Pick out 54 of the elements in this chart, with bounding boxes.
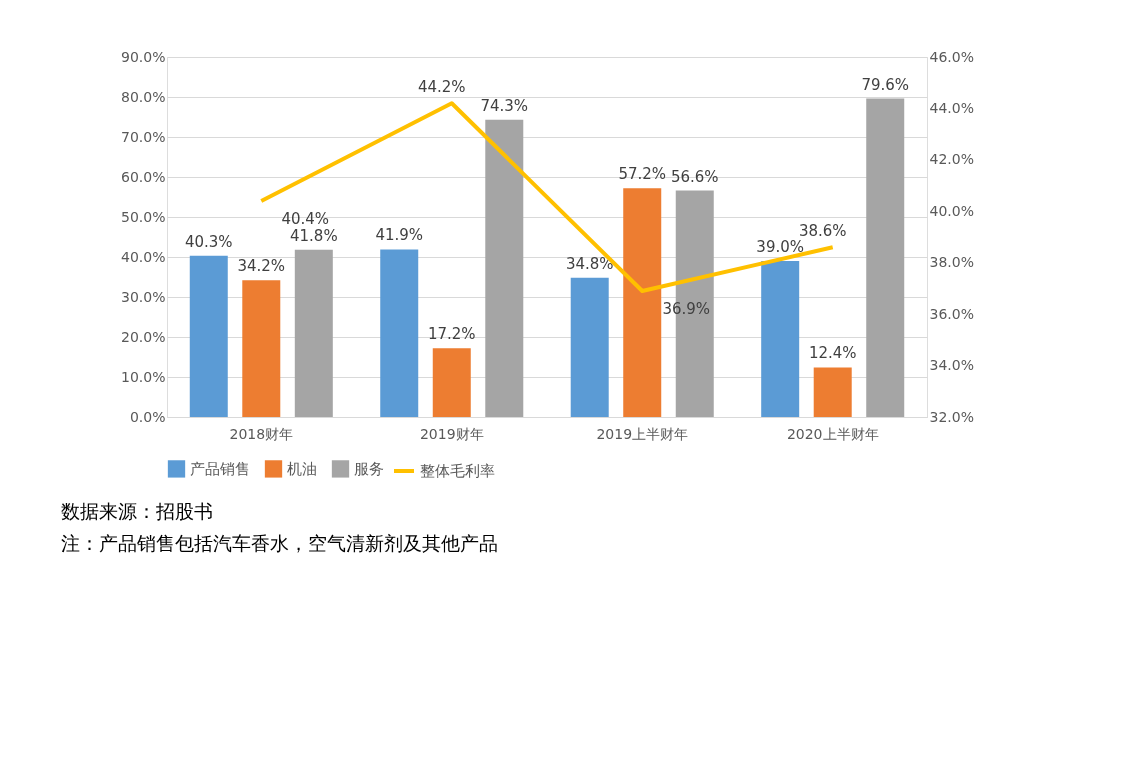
data-label: 34.2%	[237, 257, 286, 276]
y2-tick-label: 40.0%	[929, 202, 974, 219]
bar	[761, 261, 800, 417]
data-label: 41.8%	[289, 226, 338, 245]
y2-tick-label: 44.0%	[929, 99, 974, 116]
data-label: 38.6%	[798, 222, 847, 241]
y-tick-label: 70.0%	[121, 128, 166, 145]
data-label: 44.2%	[417, 78, 466, 97]
y-tick-label: 60.0%	[121, 168, 166, 185]
bar	[623, 188, 662, 417]
data-label: 79.6%	[861, 75, 910, 94]
y-tick-label: 30.0%	[121, 288, 166, 305]
y2-tick-label: 46.0%	[929, 48, 974, 65]
data-label: 41.9%	[375, 226, 424, 245]
bar	[189, 255, 228, 417]
data-label: 39.0%	[756, 238, 805, 256]
y2-tick-label: 42.0%	[929, 151, 974, 168]
data-label: 17.2%	[427, 325, 476, 344]
y-tick-label: 80.0%	[121, 88, 166, 105]
bar	[432, 348, 471, 417]
y-tick-label: 50.0%	[121, 208, 166, 225]
data-label: 12.4%	[808, 344, 857, 363]
y-tick-label: 0.0%	[129, 408, 166, 425]
x-tick-label: 2019财年	[419, 425, 484, 442]
legend-label: 产品销售	[190, 459, 250, 478]
data-label: 74.3%	[480, 96, 529, 115]
bar	[866, 98, 905, 417]
bar	[380, 249, 419, 417]
y2-tick-label: 38.0%	[929, 254, 974, 271]
bar	[294, 249, 333, 417]
bar	[485, 119, 524, 417]
y2-tick-label: 32.0%	[929, 408, 974, 425]
y-tick-label: 20.0%	[121, 328, 166, 345]
data-label: 34.8%	[565, 254, 614, 273]
y2-tick-label: 36.0%	[929, 305, 974, 322]
legend-label: 机油	[287, 459, 317, 478]
bar	[570, 277, 609, 417]
bar	[242, 280, 281, 417]
legend-label: 服务	[354, 459, 384, 478]
y-tick-label: 10.0%	[121, 368, 166, 385]
x-tick-label: 2018财年	[229, 425, 294, 442]
source-note: 数据来源：招股书	[60, 500, 213, 522]
text: 注：产品销售包括汽车香水，空气清新剂及其他产品	[60, 532, 498, 554]
x-tick-label: 2020上半财年	[786, 425, 879, 442]
bar	[813, 367, 852, 417]
y-tick-label: 90.0%	[121, 48, 166, 65]
data-label: 56.6%	[670, 167, 719, 186]
legend-label: 整体毛利率	[420, 462, 495, 480]
y2-tick-label: 34.0%	[929, 357, 974, 374]
data-label: 40.3%	[184, 232, 233, 251]
data-label: 40.4%	[281, 210, 330, 228]
y-tick-label: 40.0%	[121, 248, 166, 265]
x-tick-label: 2019上半财年	[596, 425, 689, 442]
data-label: 57.2%	[618, 165, 667, 184]
